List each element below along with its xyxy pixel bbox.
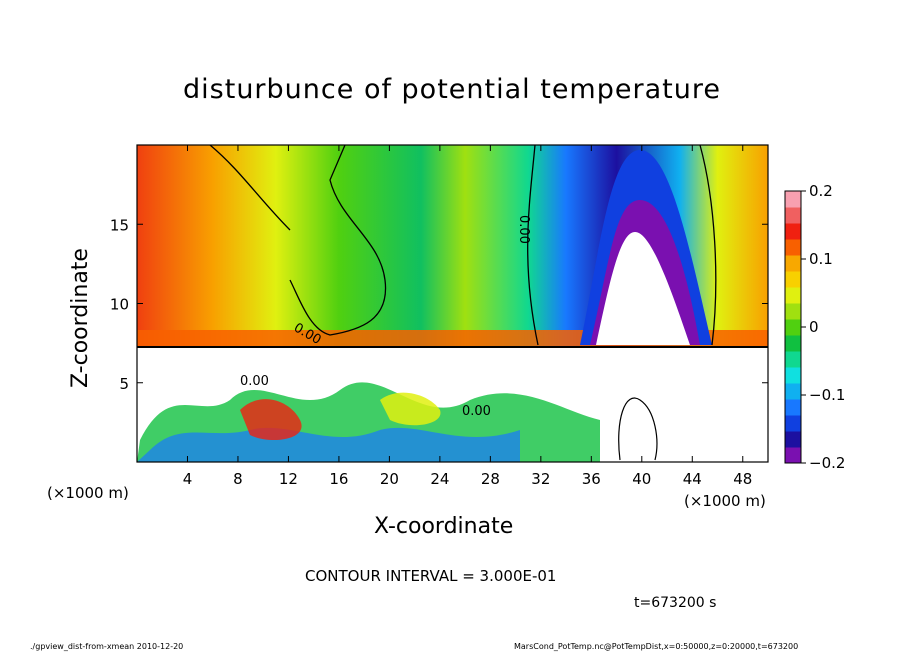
x-axis-ticks: 4 8 12 16 20 24 28 32 36 40 44 48: [183, 145, 752, 488]
x-tick-label: 40: [632, 470, 651, 488]
contour-line: [289, 145, 387, 336]
colorbar-swatch: [785, 431, 801, 448]
contour-label: 0.00: [240, 374, 269, 389]
colorbar-swatch: [785, 383, 801, 400]
lower-yellow: [380, 392, 441, 426]
x-unit-left: (×1000 m): [47, 484, 129, 502]
x-tick-label: 8: [233, 470, 243, 488]
contour-interval: CONTOUR INTERVAL = 3.000E-01: [305, 567, 557, 585]
contour-line: [618, 397, 658, 461]
colorbar-swatch: [785, 351, 801, 368]
y-axis-label: Z-coordinate: [68, 248, 93, 388]
x-tick-label: 20: [380, 470, 399, 488]
colorbar-tick-label: 0.1: [809, 250, 833, 268]
x-tick-label: 28: [481, 470, 500, 488]
colorbar-swatch: [785, 415, 801, 432]
contour-line: [527, 145, 539, 346]
colorbar-tick-label: −0.2: [809, 454, 845, 472]
contour-line: [699, 145, 717, 346]
colorbar-swatch: [785, 303, 801, 320]
y-tick-label: 5: [119, 375, 129, 393]
colorbar-swatch: [785, 447, 801, 464]
contour-line: [209, 145, 291, 231]
x-axis-label: X-coordinate: [374, 514, 514, 539]
colorbar-ticks: 0.2 0.1 0 −0.1 −0.2: [801, 182, 845, 472]
x-tick-label: 32: [531, 470, 550, 488]
footer-left: ./gpview_dist-from-xmean 2010-12-20: [30, 642, 184, 651]
x-tick-label: 4: [183, 470, 193, 488]
chart-title: disturbunce of potential temperature: [183, 74, 721, 105]
colorbar-swatch: [785, 399, 801, 416]
colorbar-tick-label: −0.1: [809, 386, 845, 404]
x-tick-label: 44: [683, 470, 702, 488]
colorbar-swatch: [785, 319, 801, 336]
colorbar: [785, 191, 801, 464]
x-tick-label: 48: [733, 470, 752, 488]
x-tick-label: 24: [430, 470, 449, 488]
colorbar-tick-label: 0: [809, 318, 819, 336]
y-axis-ticks: 5 10 15: [110, 216, 768, 393]
field-layer: [137, 145, 768, 462]
lower-red: [240, 399, 302, 440]
colorbar-swatch: [785, 287, 801, 304]
colorbar-swatch: [785, 191, 801, 208]
colorbar-swatch: [785, 335, 801, 352]
time-label: t=673200 s: [634, 595, 717, 611]
colorbar-tick-label: 0.2: [809, 182, 833, 200]
y-tick-label: 15: [110, 216, 129, 234]
x-tick-label: 16: [329, 470, 348, 488]
colorbar-swatch: [785, 271, 801, 288]
contour-label: 0.00: [462, 404, 491, 419]
colorbar-swatch: [785, 223, 801, 240]
plume-core: [596, 232, 690, 345]
x-unit-right: (×1000 m): [684, 492, 766, 510]
lower-blue: [137, 427, 520, 462]
x-tick-label: 12: [279, 470, 298, 488]
y-tick-label: 10: [110, 296, 129, 314]
colorbar-swatch: [785, 255, 801, 272]
colorbar-swatch: [785, 239, 801, 256]
footer-right: MarsCond_PotTemp.nc@PotTempDist,x=0:5000…: [514, 642, 799, 651]
colorbar-swatch: [785, 207, 801, 224]
x-tick-label: 36: [582, 470, 601, 488]
contour-label: 0.00: [516, 215, 531, 244]
colorbar-swatch: [785, 367, 801, 384]
